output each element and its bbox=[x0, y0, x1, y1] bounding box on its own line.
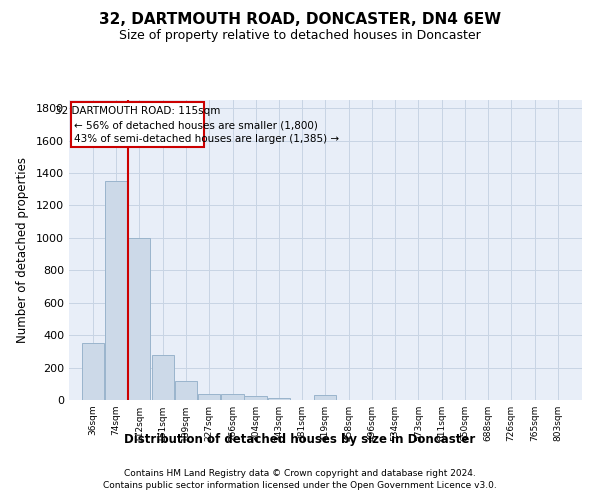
Text: ← 56% of detached houses are smaller (1,800): ← 56% of detached houses are smaller (1,… bbox=[74, 120, 317, 130]
FancyBboxPatch shape bbox=[71, 102, 204, 147]
Text: 32 DARTMOUTH ROAD: 115sqm: 32 DARTMOUTH ROAD: 115sqm bbox=[55, 106, 220, 116]
Bar bbox=[175, 380, 197, 400]
Bar bbox=[314, 395, 337, 400]
Bar bbox=[268, 398, 290, 400]
Bar bbox=[152, 354, 174, 400]
Text: Contains public sector information licensed under the Open Government Licence v3: Contains public sector information licen… bbox=[103, 481, 497, 490]
Text: 43% of semi-detached houses are larger (1,385) →: 43% of semi-detached houses are larger (… bbox=[74, 134, 339, 144]
Bar bbox=[82, 343, 104, 400]
Bar bbox=[221, 394, 244, 400]
Y-axis label: Number of detached properties: Number of detached properties bbox=[16, 157, 29, 343]
Text: Contains HM Land Registry data © Crown copyright and database right 2024.: Contains HM Land Registry data © Crown c… bbox=[124, 468, 476, 477]
Bar bbox=[244, 396, 266, 400]
Text: Distribution of detached houses by size in Doncaster: Distribution of detached houses by size … bbox=[124, 432, 476, 446]
Bar bbox=[128, 238, 151, 400]
Text: 32, DARTMOUTH ROAD, DONCASTER, DN4 6EW: 32, DARTMOUTH ROAD, DONCASTER, DN4 6EW bbox=[99, 12, 501, 28]
Bar bbox=[105, 181, 127, 400]
Bar bbox=[198, 394, 220, 400]
Text: Size of property relative to detached houses in Doncaster: Size of property relative to detached ho… bbox=[119, 29, 481, 42]
